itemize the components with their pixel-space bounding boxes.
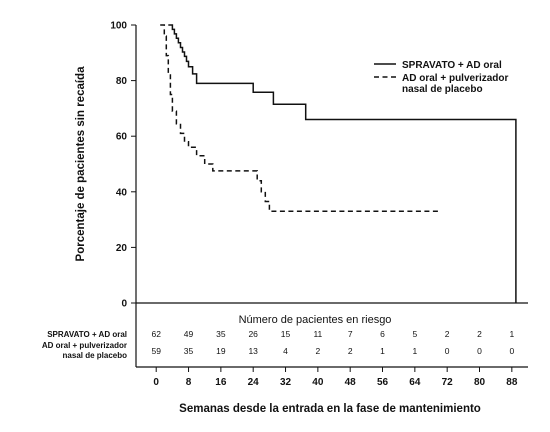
x-tick-label: 80 <box>474 377 486 388</box>
risk-cell: 2 <box>348 346 353 356</box>
risk-cell: 6 <box>380 329 385 339</box>
risk-cell: 2 <box>477 329 482 339</box>
legend-label-placebo: AD oral + pulverizador <box>402 73 509 84</box>
x-tick-label: 56 <box>377 377 389 388</box>
risk-cell: 59 <box>151 346 161 356</box>
y-tick-label: 0 <box>121 299 127 310</box>
risk-cell: 35 <box>216 329 226 339</box>
risk-cell: 11 <box>313 329 322 339</box>
risk-cell: 0 <box>445 346 450 356</box>
risk-cell: 7 <box>348 329 353 339</box>
risk-cell: 62 <box>151 329 161 339</box>
x-tick-label: 48 <box>345 377 357 388</box>
risk-cell: 15 <box>281 329 291 339</box>
risk-cell: 5 <box>412 329 417 339</box>
risk-cell: 1 <box>380 346 385 356</box>
x-tick-label: 16 <box>215 377 227 388</box>
risk-cell: 13 <box>248 346 258 356</box>
risk-cell: 49 <box>184 329 194 339</box>
risk-cell: 2 <box>445 329 450 339</box>
x-tick-label: 64 <box>409 377 421 388</box>
series-spravato-line <box>168 24 517 303</box>
x-tick-label: 40 <box>312 377 324 388</box>
risk-cell: 4 <box>283 346 288 356</box>
x-tick-label: 88 <box>506 377 518 388</box>
y-tick-label: 20 <box>116 243 128 254</box>
y-tick-label: 40 <box>116 187 128 198</box>
x-tick-label: 24 <box>248 377 260 388</box>
risk-cell: 26 <box>248 329 258 339</box>
risk-cell: 19 <box>216 346 226 356</box>
x-tick-label: 8 <box>186 377 192 388</box>
risk-row-label: AD oral + pulverizador <box>42 341 127 350</box>
y-tick-label: 100 <box>110 21 127 32</box>
risk-row-label: SPRAVATO + AD oral <box>47 330 127 339</box>
risk-cell: 1 <box>509 329 514 339</box>
risk-row-label: nasal de placebo <box>63 351 128 360</box>
risk-cell: 1 <box>412 346 417 356</box>
risk-cell: 0 <box>477 346 482 356</box>
series-placebo-line <box>160 24 440 213</box>
y-axis-title: Porcentaje de pacientes sin recaída <box>75 66 87 262</box>
risk-table-title: Número de pacientes en riesgo <box>239 314 392 326</box>
risk-cell: 0 <box>509 346 514 356</box>
y-tick-label: 80 <box>116 76 128 87</box>
legend-label-spravato: SPRAVATO + AD oral <box>402 60 502 71</box>
x-tick-label: 32 <box>280 377 292 388</box>
x-tick-label: 72 <box>442 377 454 388</box>
risk-cell: 35 <box>184 346 194 356</box>
risk-cell: 2 <box>315 346 320 356</box>
x-tick-label: 0 <box>153 377 159 388</box>
legend-label-placebo: nasal de placebo <box>402 84 483 95</box>
y-tick-label: 60 <box>116 132 128 143</box>
x-axis-title: Semanas desde la entrada en la fase de m… <box>179 403 481 415</box>
